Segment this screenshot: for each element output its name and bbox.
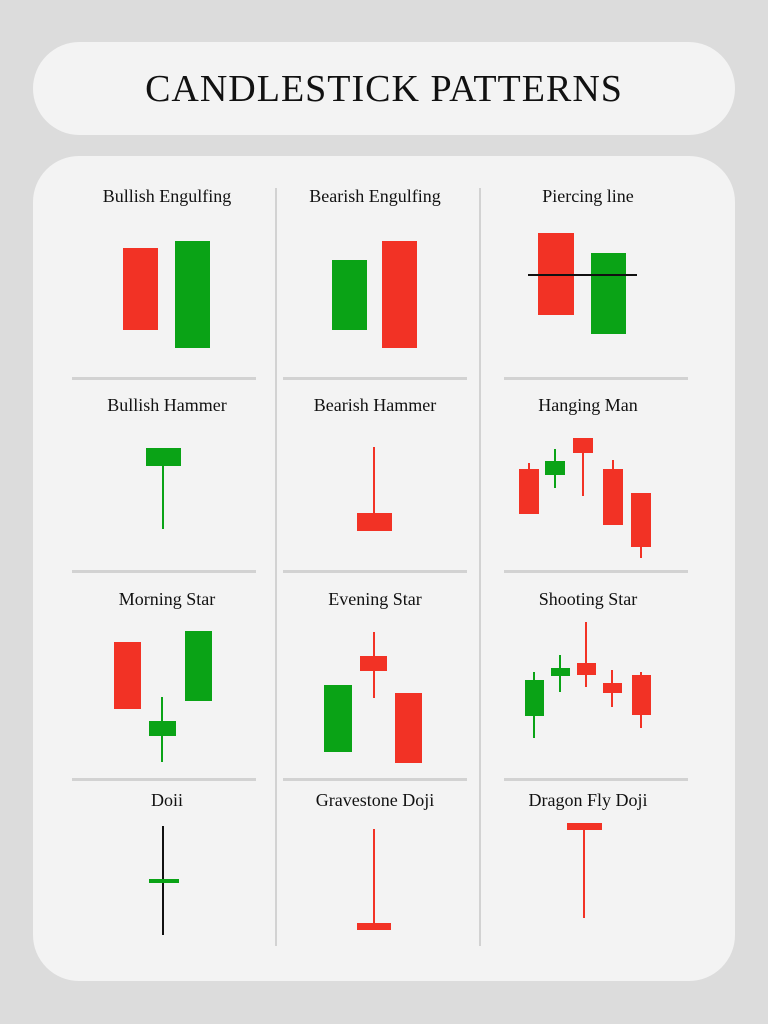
bullish-candle (525, 680, 544, 716)
pattern-label-hanging-man: Hanging Man (538, 395, 638, 415)
pattern-label-shooting-star: Shooting Star (538, 589, 638, 609)
bullish-candle (591, 253, 626, 334)
pattern-label-doji: Doii (150, 790, 183, 810)
pattern-label-bearish-hammer: Bearish Hammer (313, 395, 437, 415)
row-divider (504, 778, 688, 781)
bearish-candle (360, 656, 387, 671)
shooting-star-diagram (525, 622, 651, 738)
bearish-candle (519, 469, 539, 514)
evening-star-diagram (324, 632, 422, 763)
pattern-label-evening-star: Evening Star (328, 589, 422, 609)
pattern-label-bullish-engulfing: Bullish Engulfing (102, 186, 232, 206)
bearish-candle (631, 493, 651, 547)
row-divider (504, 570, 688, 573)
hanging-man-diagram (519, 438, 651, 558)
bearish-candle (114, 642, 141, 709)
bearish-candle (357, 513, 392, 531)
pattern-label-bearish-engulfing: Bearish Engulfing (309, 186, 441, 206)
pattern-label-dragon-fly-doji: Dragon Fly Doji (528, 790, 648, 810)
bearish-candle (603, 469, 623, 525)
bullish-candle (551, 668, 570, 676)
row-divider (504, 377, 688, 380)
bullish-candle (185, 631, 212, 701)
bullish-candle (149, 721, 176, 736)
row-divider (283, 570, 467, 573)
bullish-candle (324, 685, 352, 752)
pattern-label-bullish-hammer: Bullish Hammer (107, 395, 227, 415)
bullish-candle (146, 448, 181, 466)
doji-diagram (149, 826, 179, 935)
page-title: CANDLESTICK PATTERNS (145, 67, 623, 110)
bearish-candle (382, 241, 417, 348)
bullish-engulfing-diagram (123, 241, 210, 348)
pattern-label-piercing-line: Piercing line (542, 186, 634, 206)
row-divider (283, 377, 467, 380)
bullish-candle (175, 241, 210, 348)
gravestone-doji-diagram (357, 829, 391, 930)
piercing-line-diagram (528, 233, 637, 334)
bearish-candle (573, 438, 593, 453)
bullish-hammer-diagram (146, 448, 181, 529)
pattern-label-morning-star: Morning Star (118, 589, 216, 609)
bearish-candle (632, 675, 651, 715)
doji-body (567, 823, 602, 830)
column-divider (479, 188, 481, 946)
bearish-engulfing-diagram (332, 241, 417, 348)
bullish-candle (332, 260, 367, 330)
bearish-hammer-diagram (357, 447, 392, 531)
bearish-candle (395, 693, 422, 763)
row-divider (72, 570, 256, 573)
bullish-candle (545, 461, 565, 475)
title-panel: CANDLESTICK PATTERNS (33, 42, 735, 135)
bearish-candle (577, 663, 596, 675)
pattern-label-gravestone-doji: Gravestone Doji (315, 790, 435, 810)
dragon-fly-doji-diagram (567, 823, 602, 918)
row-divider (72, 778, 256, 781)
column-divider (275, 188, 277, 946)
doji-body (357, 923, 391, 930)
bearish-candle (123, 248, 158, 330)
bearish-candle (603, 683, 622, 693)
morning-star-diagram (114, 631, 212, 762)
row-divider (283, 778, 467, 781)
row-divider (72, 377, 256, 380)
doji-body (149, 879, 179, 883)
